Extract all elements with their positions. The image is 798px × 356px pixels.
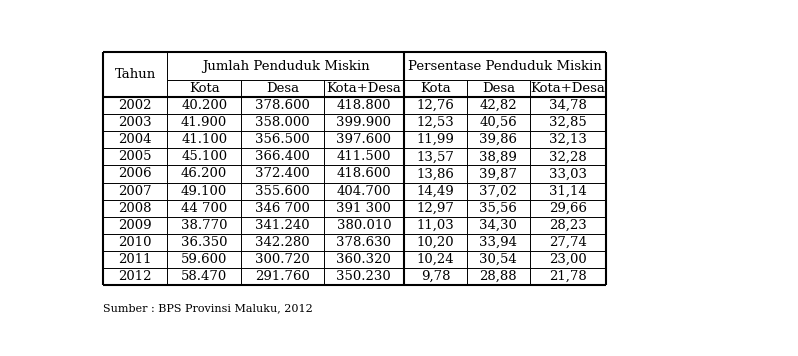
Text: 13,86: 13,86 (417, 167, 454, 180)
Text: 21,78: 21,78 (549, 270, 587, 283)
Text: 39,86: 39,86 (480, 133, 517, 146)
Text: 29,66: 29,66 (549, 202, 587, 215)
Text: 2005: 2005 (118, 150, 152, 163)
Text: 2012: 2012 (118, 270, 152, 283)
Text: 35,56: 35,56 (480, 202, 517, 215)
Text: 45.100: 45.100 (181, 150, 227, 163)
Text: 2009: 2009 (118, 219, 152, 232)
Text: 40,56: 40,56 (480, 116, 517, 129)
Text: 356.500: 356.500 (255, 133, 310, 146)
Text: 399.900: 399.900 (336, 116, 391, 129)
Text: 28,88: 28,88 (480, 270, 517, 283)
Text: 46.200: 46.200 (181, 167, 227, 180)
Text: 59.600: 59.600 (181, 253, 227, 266)
Text: 342.280: 342.280 (255, 236, 310, 249)
Text: 291.760: 291.760 (255, 270, 310, 283)
Text: Persentase Penduduk Miskin: Persentase Penduduk Miskin (409, 59, 602, 73)
Text: 32,28: 32,28 (549, 150, 587, 163)
Text: 12,53: 12,53 (417, 116, 454, 129)
Text: Kota: Kota (420, 82, 451, 95)
Text: 30,54: 30,54 (480, 253, 517, 266)
Text: Kota+Desa: Kota+Desa (531, 82, 606, 95)
Text: 2003: 2003 (118, 116, 152, 129)
Text: 355.600: 355.600 (255, 185, 310, 198)
Text: 358.000: 358.000 (255, 116, 310, 129)
Text: 391 300: 391 300 (337, 202, 391, 215)
Text: 37,02: 37,02 (480, 185, 517, 198)
Text: 41.100: 41.100 (181, 133, 227, 146)
Text: 11,03: 11,03 (417, 219, 454, 232)
Text: 2010: 2010 (118, 236, 152, 249)
Text: 397.600: 397.600 (336, 133, 391, 146)
Text: 49.100: 49.100 (181, 185, 227, 198)
Text: 34,30: 34,30 (480, 219, 517, 232)
Text: 341.240: 341.240 (255, 219, 310, 232)
Text: 58.470: 58.470 (181, 270, 227, 283)
Text: 380.010: 380.010 (337, 219, 391, 232)
Text: 12,76: 12,76 (417, 99, 454, 112)
Text: 23,00: 23,00 (549, 253, 587, 266)
Text: 39,87: 39,87 (480, 167, 517, 180)
Text: 2008: 2008 (118, 202, 152, 215)
Text: 42,82: 42,82 (480, 99, 517, 112)
Text: 40.200: 40.200 (181, 99, 227, 112)
Text: 9,78: 9,78 (421, 270, 450, 283)
Text: Tahun: Tahun (114, 68, 156, 81)
Text: 346 700: 346 700 (255, 202, 310, 215)
Text: Desa: Desa (482, 82, 515, 95)
Text: Sumber : BPS Provinsi Maluku, 2012: Sumber : BPS Provinsi Maluku, 2012 (103, 304, 313, 314)
Text: 33,94: 33,94 (480, 236, 517, 249)
Text: 2006: 2006 (118, 167, 152, 180)
Text: Jumlah Penduduk Miskin: Jumlah Penduduk Miskin (202, 59, 369, 73)
Text: 372.400: 372.400 (255, 167, 310, 180)
Text: 418.800: 418.800 (337, 99, 391, 112)
Text: 10,24: 10,24 (417, 253, 454, 266)
Text: 418.600: 418.600 (337, 167, 391, 180)
Text: 378.600: 378.600 (255, 99, 310, 112)
Text: 33,03: 33,03 (549, 167, 587, 180)
Text: 12,97: 12,97 (417, 202, 454, 215)
Text: 366.400: 366.400 (255, 150, 310, 163)
Text: 2007: 2007 (118, 185, 152, 198)
Text: 28,23: 28,23 (549, 219, 587, 232)
Text: 38,89: 38,89 (480, 150, 517, 163)
Text: 36.350: 36.350 (181, 236, 227, 249)
Text: 300.720: 300.720 (255, 253, 310, 266)
Text: 11,99: 11,99 (417, 133, 454, 146)
Text: 2004: 2004 (118, 133, 152, 146)
Text: 378.630: 378.630 (336, 236, 391, 249)
Text: 14,49: 14,49 (417, 185, 454, 198)
Text: 32,13: 32,13 (549, 133, 587, 146)
Text: 41.900: 41.900 (181, 116, 227, 129)
Text: 13,57: 13,57 (417, 150, 454, 163)
Text: 44 700: 44 700 (181, 202, 227, 215)
Text: 404.700: 404.700 (337, 185, 391, 198)
Text: 2011: 2011 (118, 253, 152, 266)
Text: 34,78: 34,78 (549, 99, 587, 112)
Text: 31,14: 31,14 (549, 185, 587, 198)
Text: 10,20: 10,20 (417, 236, 454, 249)
Text: Kota: Kota (189, 82, 219, 95)
Text: Desa: Desa (266, 82, 299, 95)
Text: Kota+Desa: Kota+Desa (326, 82, 401, 95)
Text: 32,85: 32,85 (549, 116, 587, 129)
Text: 350.230: 350.230 (337, 270, 391, 283)
Text: 27,74: 27,74 (549, 236, 587, 249)
Text: 38.770: 38.770 (181, 219, 227, 232)
Text: 360.320: 360.320 (337, 253, 391, 266)
Text: 411.500: 411.500 (337, 150, 391, 163)
Text: 2002: 2002 (118, 99, 152, 112)
